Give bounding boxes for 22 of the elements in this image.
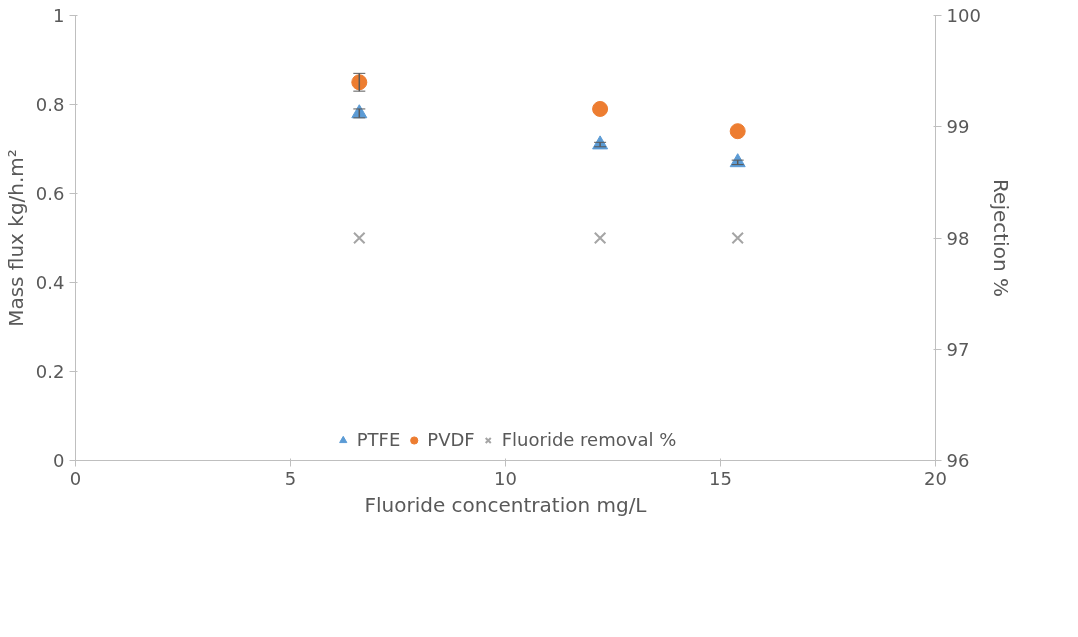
y-tick-label: 0.6: [35, 183, 65, 204]
y2-tick-label: 96: [946, 450, 970, 471]
y2-tick-label: 99: [946, 116, 970, 138]
legend-label: PTFE: [356, 429, 401, 450]
y-tick-label: 0: [53, 450, 65, 471]
x-tick-label: 20: [924, 467, 947, 489]
y-axis-title: Mass flux kg/h.m²: [3, 149, 28, 327]
y-tick-label: 0.8: [35, 94, 65, 115]
x-tick-label: 5: [284, 467, 297, 489]
y2-axis-title: Rejection %: [988, 179, 1013, 297]
legend-label: PVDF: [427, 429, 475, 450]
x-tick-label: 0: [69, 467, 82, 489]
x-axis-title: Fluoride concentration mg/L: [364, 492, 648, 517]
y-tick-label: 1: [53, 5, 65, 26]
x-tick-label: 10: [494, 467, 517, 489]
legend-label: Fluoride removal %: [501, 429, 677, 450]
y-tick-label: 0.4: [35, 272, 65, 293]
y2-tick-label: 97: [946, 338, 970, 360]
y2-tick-label: 100: [946, 5, 981, 26]
y2-tick-label: 98: [946, 227, 970, 249]
x-tick-label: 15: [709, 467, 732, 489]
y-tick-label: 0.2: [35, 361, 65, 382]
